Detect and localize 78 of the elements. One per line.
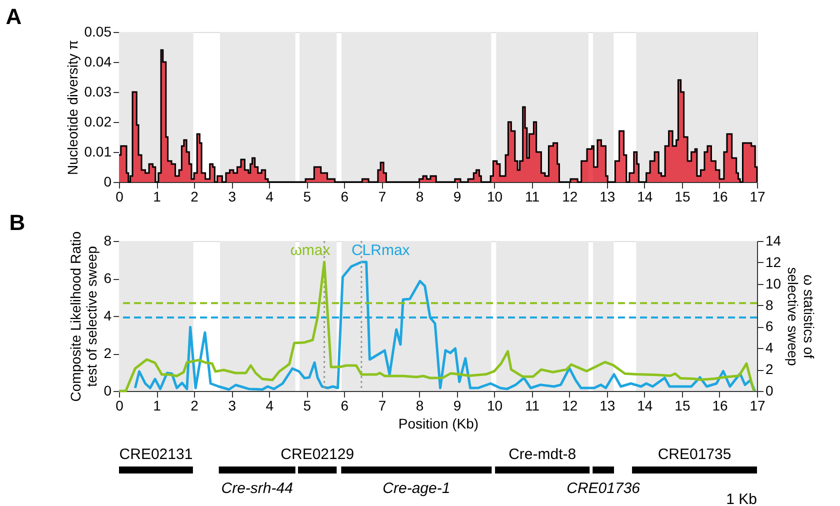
x-tick-label: 11	[525, 188, 540, 204]
y2-tick-label: 8	[766, 296, 774, 313]
y2-tick-label: 4	[766, 340, 774, 356]
y-axis-title: Nucleotide diversity π	[64, 40, 80, 175]
bar	[495, 466, 590, 474]
x-tick-label: 13	[600, 188, 616, 204]
x-tick-label: 7	[378, 188, 386, 204]
x-tick-label: 17	[750, 398, 766, 414]
x-tick-label: 4	[266, 188, 274, 204]
y-tick-label: 0	[104, 382, 112, 398]
x-tick-label: 7	[378, 398, 386, 414]
y2-tick-label: 14	[766, 232, 782, 248]
x-tick-label: 9	[453, 398, 462, 414]
bar	[632, 466, 757, 474]
y-axis-title: Composite Likelihood Ratio test of selective sweep	[68, 231, 100, 402]
y2-tick-label: 2	[766, 361, 774, 378]
x-tick-label: 16	[712, 188, 728, 204]
y-tick-label: 8	[104, 232, 112, 248]
x-tick-label: 8	[416, 188, 424, 204]
chart-title: A	[6, 4, 22, 29]
series-label: Cre-mdt-8	[508, 446, 576, 463]
series-label: Cre-age-1	[382, 480, 450, 497]
bar	[119, 466, 193, 474]
x-tick-label: 0	[116, 188, 124, 204]
x-tick-label: 16	[712, 398, 728, 414]
x-tick-label: 12	[562, 398, 578, 414]
x-tick-label: 8	[416, 398, 424, 414]
y-tick-label: 0	[104, 174, 112, 190]
x-tick-label: 2	[190, 188, 199, 204]
y-tick-label: 4	[104, 308, 112, 324]
y-tick-label: 0.04	[84, 54, 112, 70]
y-tick-label: 6	[104, 270, 112, 286]
y2-tick-label: 12	[766, 254, 782, 270]
x-tick-label: 13	[600, 398, 616, 414]
y-tick-label: 0.05	[84, 24, 112, 40]
y-tick-label: 0.01	[84, 144, 112, 160]
x-tick-label: 0	[116, 398, 124, 414]
x-tick-label: 17	[750, 188, 766, 204]
series-label: CRE01735	[658, 446, 732, 463]
y2-tick-label: 6	[766, 318, 774, 334]
series-label: CRE02131	[119, 446, 193, 463]
x-tick-label: 15	[674, 188, 690, 204]
x-tick-label: 14	[637, 188, 653, 204]
x-tick-label: 1	[153, 188, 162, 204]
y-tick-label: 0.02	[84, 114, 112, 130]
y2-tick-label: 0	[766, 382, 774, 398]
series-label: Cre-srh-44	[221, 480, 293, 497]
series-label: CLRmax	[351, 242, 410, 259]
x-tick-label: 3	[228, 398, 236, 414]
x-tick-label: 6	[340, 188, 349, 204]
bar	[298, 466, 337, 474]
x-tick-label: 1	[153, 398, 162, 414]
bar	[592, 466, 614, 474]
x-tick-label: 5	[303, 398, 312, 414]
y-tick-label: 0.03	[84, 84, 112, 100]
x-tick-label: 15	[674, 398, 690, 414]
series-label: CRE01736	[566, 480, 641, 497]
y2-tick-label: 10	[766, 275, 782, 292]
annotation: 1 Kb	[726, 491, 757, 506]
x-tick-label: 9	[453, 188, 462, 204]
x-axis-title: Position (Kb)	[398, 416, 479, 432]
x-tick-label: 4	[266, 398, 274, 414]
bar	[218, 466, 296, 474]
y-tick-label: 2	[104, 345, 112, 361]
x-tick-label: 5	[303, 188, 312, 204]
x-tick-label: 2	[190, 398, 199, 414]
x-tick-label: 3	[228, 188, 236, 204]
x-tick-label: 11	[525, 398, 540, 414]
y2-axis-title: ω statistics of selective sweep	[785, 267, 818, 366]
x-tick-label: 10	[487, 398, 503, 414]
x-tick-label: 6	[340, 398, 349, 414]
series-label: ωmax	[290, 242, 331, 259]
series-label: CRE02129	[280, 446, 354, 463]
x-tick-label: 14	[637, 398, 653, 414]
bar	[341, 466, 492, 474]
x-tick-label: 10	[487, 188, 503, 204]
chart-title: B	[9, 210, 26, 235]
x-tick-label: 12	[562, 188, 578, 204]
